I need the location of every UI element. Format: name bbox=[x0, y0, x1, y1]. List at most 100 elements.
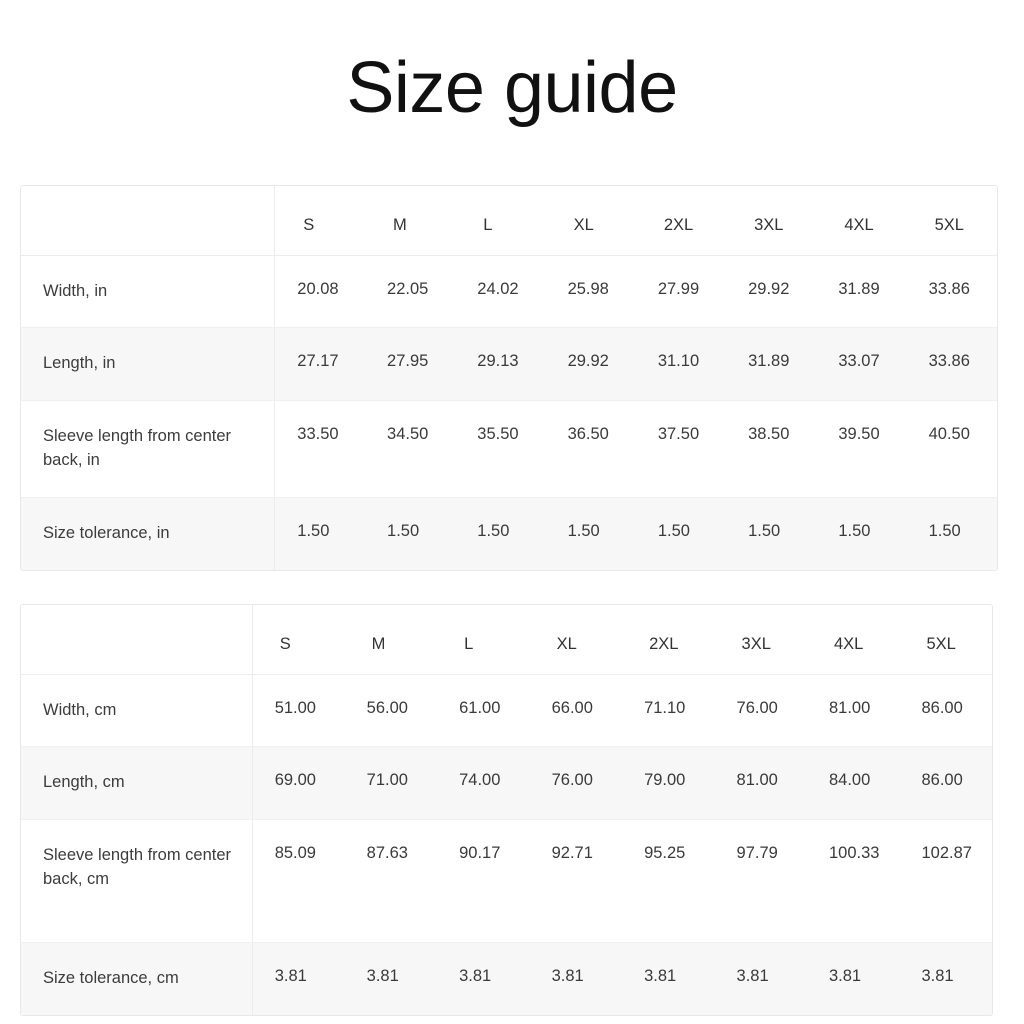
cell-sleeve-cm-4xl: 100.33 bbox=[807, 819, 900, 944]
size-table-centimeters: S M L XL 2XL 3XL 4XL 5XL Width, cm 51.00… bbox=[21, 605, 992, 1016]
table-row: Width, cm 51.00 56.00 61.00 66.00 71.10 … bbox=[21, 674, 992, 748]
column-header-3xl: 3XL bbox=[714, 605, 807, 675]
cell-sleeve-cm-2xl: 95.25 bbox=[622, 819, 715, 944]
column-header-m: M bbox=[344, 605, 438, 675]
table-body-centimeters: Width, cm 51.00 56.00 61.00 66.00 71.10 … bbox=[21, 674, 992, 1016]
cell-sleeve-in-2xl: 37.50 bbox=[635, 400, 727, 499]
cell-length-cm-3xl: 81.00 bbox=[714, 746, 807, 821]
table-row: Width, in 20.08 22.05 24.02 25.98 27.99 … bbox=[21, 255, 997, 329]
cell-width-in-l: 24.02 bbox=[455, 255, 546, 329]
cell-length-in-4xl: 33.07 bbox=[816, 327, 907, 402]
cell-length-cm-xl: 76.00 bbox=[529, 746, 623, 821]
column-header-s: S bbox=[252, 605, 345, 675]
column-header-xl: XL bbox=[545, 186, 636, 256]
cell-sleeve-in-xl: 36.50 bbox=[545, 400, 636, 499]
cell-tolerance-in-s: 1.50 bbox=[274, 497, 366, 571]
cell-width-cm-2xl: 71.10 bbox=[622, 674, 715, 748]
cell-sleeve-cm-l: 90.17 bbox=[437, 819, 530, 944]
column-header-3xl: 3XL bbox=[726, 186, 817, 256]
column-header-m: M bbox=[365, 186, 456, 256]
cell-tolerance-cm-l: 3.81 bbox=[437, 942, 530, 1016]
cell-sleeve-cm-3xl: 97.79 bbox=[714, 819, 807, 944]
row-label-tolerance-cm: Size tolerance, cm bbox=[21, 942, 253, 1016]
cell-width-cm-m: 56.00 bbox=[344, 674, 438, 748]
cell-length-in-2xl: 31.10 bbox=[635, 327, 727, 402]
page-title: Size guide bbox=[346, 48, 678, 128]
column-header-4xl: 4XL bbox=[807, 605, 900, 675]
header-row: S M L XL 2XL 3XL 4XL 5XL bbox=[21, 186, 997, 256]
row-label-width-in: Width, in bbox=[21, 255, 276, 329]
row-label-sleeve-cm: Sleeve length from center back, cm bbox=[21, 819, 253, 944]
column-header-l: L bbox=[455, 186, 546, 256]
header-row: S M L XL 2XL 3XL 4XL 5XL bbox=[21, 605, 992, 675]
cell-sleeve-in-5xl: 40.50 bbox=[906, 400, 997, 499]
table-row: Sleeve length from center back, in 33.50… bbox=[21, 400, 997, 499]
size-table-inches-container: S M L XL 2XL 3XL 4XL 5XL Width, in 20.08… bbox=[20, 185, 998, 572]
row-label-sleeve-in: Sleeve length from center back, in bbox=[21, 400, 276, 499]
cell-width-cm-4xl: 81.00 bbox=[807, 674, 900, 748]
row-label-length-cm: Length, cm bbox=[21, 746, 253, 821]
cell-tolerance-cm-s: 3.81 bbox=[252, 942, 345, 1016]
cell-width-in-xl: 25.98 bbox=[545, 255, 636, 329]
cell-length-cm-5xl: 86.00 bbox=[899, 746, 992, 821]
cell-width-cm-xl: 66.00 bbox=[529, 674, 623, 748]
cell-tolerance-in-l: 1.50 bbox=[455, 497, 546, 571]
cell-length-in-3xl: 31.89 bbox=[726, 327, 817, 402]
cell-width-cm-s: 51.00 bbox=[252, 674, 345, 748]
cell-tolerance-cm-m: 3.81 bbox=[344, 942, 438, 1016]
cell-length-in-s: 27.17 bbox=[274, 327, 366, 402]
cell-length-in-xl: 29.92 bbox=[545, 327, 636, 402]
cell-width-cm-l: 61.00 bbox=[437, 674, 530, 748]
cell-tolerance-in-4xl: 1.50 bbox=[816, 497, 907, 571]
column-header-5xl: 5XL bbox=[906, 186, 997, 256]
cell-tolerance-in-5xl: 1.50 bbox=[906, 497, 997, 571]
table-head-centimeters: S M L XL 2XL 3XL 4XL 5XL bbox=[21, 605, 992, 675]
cell-tolerance-cm-xl: 3.81 bbox=[529, 942, 623, 1016]
cell-length-cm-l: 74.00 bbox=[437, 746, 530, 821]
cell-length-in-m: 27.95 bbox=[365, 327, 456, 402]
cell-tolerance-in-xl: 1.50 bbox=[545, 497, 636, 571]
cell-length-cm-m: 71.00 bbox=[344, 746, 438, 821]
table-row: Size tolerance, cm 3.81 3.81 3.81 3.81 3… bbox=[21, 942, 992, 1016]
cell-length-cm-2xl: 79.00 bbox=[622, 746, 715, 821]
table-row: Sleeve length from center back, cm 85.09… bbox=[21, 819, 992, 944]
cell-tolerance-cm-2xl: 3.81 bbox=[622, 942, 715, 1016]
table-row: Length, in 27.17 27.95 29.13 29.92 31.10… bbox=[21, 327, 997, 402]
column-header-2xl: 2XL bbox=[635, 186, 727, 256]
cell-width-in-3xl: 29.92 bbox=[726, 255, 817, 329]
cell-length-cm-s: 69.00 bbox=[252, 746, 345, 821]
column-header-s: S bbox=[274, 186, 366, 256]
table-row: Size tolerance, in 1.50 1.50 1.50 1.50 1… bbox=[21, 497, 997, 571]
cell-width-cm-5xl: 86.00 bbox=[899, 674, 992, 748]
cell-width-cm-3xl: 76.00 bbox=[714, 674, 807, 748]
cell-tolerance-cm-4xl: 3.81 bbox=[807, 942, 900, 1016]
cell-length-in-5xl: 33.86 bbox=[906, 327, 997, 402]
cell-width-in-5xl: 33.86 bbox=[906, 255, 997, 329]
cell-tolerance-in-3xl: 1.50 bbox=[726, 497, 817, 571]
column-header-l: L bbox=[437, 605, 530, 675]
row-label-width-cm: Width, cm bbox=[21, 674, 253, 748]
cell-width-in-s: 20.08 bbox=[274, 255, 366, 329]
cell-sleeve-cm-xl: 92.71 bbox=[529, 819, 623, 944]
cell-length-cm-4xl: 84.00 bbox=[807, 746, 900, 821]
size-table-centimeters-container: S M L XL 2XL 3XL 4XL 5XL Width, cm 51.00… bbox=[20, 604, 993, 1017]
cell-tolerance-cm-5xl: 3.81 bbox=[899, 942, 992, 1016]
cell-width-in-4xl: 31.89 bbox=[816, 255, 907, 329]
table-head-inches: S M L XL 2XL 3XL 4XL 5XL bbox=[21, 186, 997, 256]
cell-length-in-l: 29.13 bbox=[455, 327, 546, 402]
size-table-inches: S M L XL 2XL 3XL 4XL 5XL Width, in 20.08… bbox=[21, 186, 997, 571]
cell-sleeve-in-l: 35.50 bbox=[455, 400, 546, 499]
table-row: Length, cm 69.00 71.00 74.00 76.00 79.00… bbox=[21, 746, 992, 821]
column-header-xl: XL bbox=[529, 605, 623, 675]
corner-cell bbox=[21, 186, 276, 256]
row-label-tolerance-in: Size tolerance, in bbox=[21, 497, 276, 571]
row-label-length-in: Length, in bbox=[21, 327, 276, 402]
cell-sleeve-in-3xl: 38.50 bbox=[726, 400, 817, 499]
table-body-inches: Width, in 20.08 22.05 24.02 25.98 27.99 … bbox=[21, 255, 997, 571]
cell-sleeve-cm-5xl: 102.87 bbox=[899, 819, 992, 944]
cell-sleeve-in-s: 33.50 bbox=[274, 400, 366, 499]
cell-sleeve-cm-s: 85.09 bbox=[252, 819, 345, 944]
cell-tolerance-in-2xl: 1.50 bbox=[635, 497, 727, 571]
column-header-5xl: 5XL bbox=[899, 605, 992, 675]
